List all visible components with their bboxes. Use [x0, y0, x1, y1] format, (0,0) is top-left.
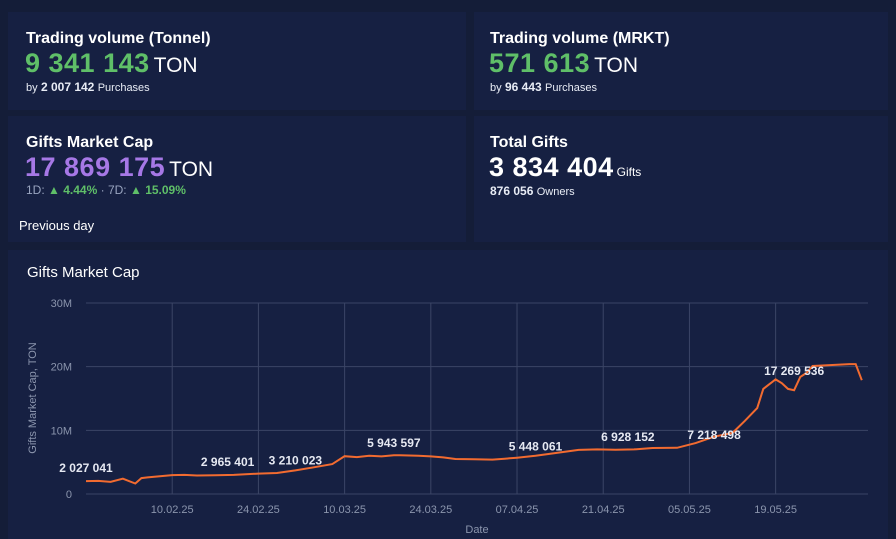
y-tick-label: 10M [51, 425, 72, 437]
owners-label: Owners [536, 186, 575, 198]
data-label: 6 928 152 [601, 430, 655, 444]
tonnel-volume-title: Trading volume (Tonnel) [26, 30, 211, 47]
y-axis-label: Gifts Market Cap, TON [27, 342, 39, 454]
x-tick-label: 07.04.25 [496, 504, 539, 516]
tonnel-volume-unit: TON [153, 54, 198, 77]
data-label: 2 965 401 [201, 455, 255, 469]
mrkt-volume-value-row: 571 613 TON [489, 48, 638, 79]
x-tick-label: 05.05.25 [668, 504, 711, 516]
market-cap-card [8, 116, 466, 242]
mrkt-by-label: by [490, 82, 502, 94]
data-label: 7 218 498 [687, 428, 741, 442]
change-1d-value: ▲ 4.44% [48, 183, 98, 197]
data-label: 2 027 041 [59, 461, 113, 475]
previous-day-label: Previous day [19, 218, 95, 233]
mrkt-volume-value: 571 613 [489, 48, 591, 78]
market-cap-series-line [85, 363, 863, 485]
change-7d-label: · 7D: [100, 183, 127, 197]
y-tick-label: 0 [66, 489, 72, 501]
market-cap-title: Gifts Market Cap [26, 134, 154, 151]
mrkt-purchases-label: Purchases [545, 82, 597, 94]
axis-layer: 0 10M 20M 30M 10.02.25 24.02.25 10.03.25 24.03.… [51, 298, 797, 516]
total-gifts-value-row: 3 834 404 Gifts [489, 152, 641, 183]
tonnel-purchases-count: 2 007 142 [40, 80, 95, 94]
tonnel-by-label: by [26, 82, 38, 94]
market-cap-value: 17 869 175 [25, 152, 166, 182]
chart-title: Gifts Market Cap [27, 264, 140, 281]
total-gifts-title: Total Gifts [490, 134, 568, 151]
market-cap-change-row: 1D: ▲ 4.44% · 7D: ▲ 15.09% [26, 183, 186, 197]
data-label: 3 210 023 [269, 454, 323, 468]
x-tick-label: 21.04.25 [582, 504, 625, 516]
x-tick-label: 19.05.25 [754, 504, 797, 516]
mrkt-volume-card [474, 12, 888, 110]
x-tick-label: 10.02.25 [151, 504, 194, 516]
tonnel-volume-value-row: 9 341 143 TON [25, 48, 198, 79]
mrkt-purchases-count: 96 443 [504, 80, 542, 94]
total-gifts-card [474, 116, 888, 242]
mrkt-volume-unit: TON [594, 54, 639, 77]
data-label-layer: 2 027 041 2 965 401 3 210 023 5 943 597 5 44… [59, 364, 824, 475]
chart-card [8, 250, 888, 539]
change-7d-value: ▲ 15.09% [129, 183, 186, 197]
market-cap-unit: TON [169, 158, 214, 181]
x-tick-label: 10.03.25 [323, 504, 366, 516]
total-gifts-value: 3 834 404 [489, 152, 614, 182]
tonnel-volume-value: 9 341 143 [25, 48, 150, 78]
grid-layer [86, 302, 868, 495]
data-label: 17 269 536 [764, 364, 824, 378]
x-tick-label: 24.03.25 [409, 504, 452, 516]
data-label: 5 448 061 [509, 439, 563, 453]
tonnel-volume-card [8, 12, 466, 110]
x-tick-label: 24.02.25 [237, 504, 280, 516]
market-cap-value-row: 17 869 175 TON [25, 152, 213, 183]
change-1d-label: 1D: [26, 183, 45, 197]
mrkt-purchases-row: by 96 443 Purchases [490, 80, 597, 94]
y-tick-label: 20M [51, 362, 72, 374]
tonnel-purchases-row: by 2 007 142 Purchases [26, 80, 150, 94]
tonnel-purchases-label: Purchases [97, 82, 150, 94]
data-label: 5 943 597 [367, 436, 421, 450]
owners-row: 876 056 Owners [490, 184, 575, 198]
total-gifts-unit: Gifts [616, 165, 642, 179]
y-tick-label: 30M [51, 298, 72, 310]
x-axis-label: Date [465, 524, 488, 536]
owners-count: 876 056 [490, 184, 534, 198]
mrkt-volume-title: Trading volume (MRKT) [490, 30, 670, 47]
